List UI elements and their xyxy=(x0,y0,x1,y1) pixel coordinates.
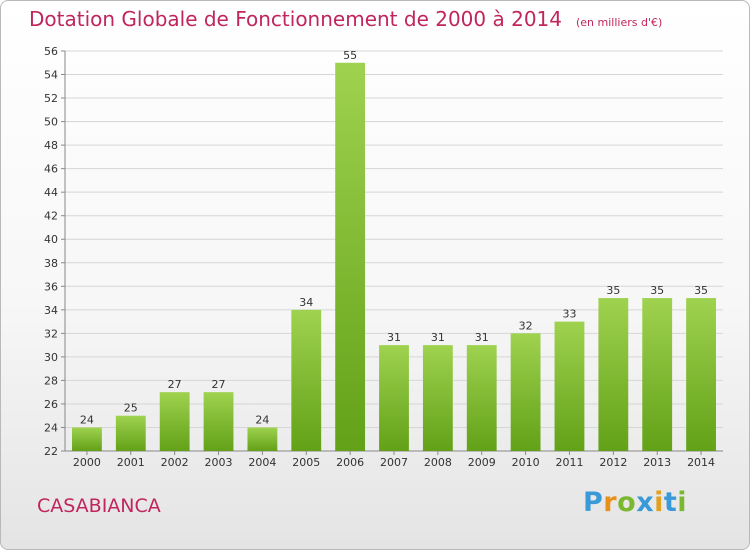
data-label: 34 xyxy=(299,296,313,309)
x-tick-label: 2001 xyxy=(117,456,145,469)
y-tick-label: 32 xyxy=(44,327,58,340)
y-tick-label: 56 xyxy=(44,45,58,58)
y-tick-label: 50 xyxy=(44,116,58,129)
data-label: 25 xyxy=(124,402,138,415)
x-tick-label: 2011 xyxy=(555,456,583,469)
bar-2005 xyxy=(291,309,322,451)
bar-2001 xyxy=(115,415,146,451)
data-label: 55 xyxy=(343,49,357,62)
logo-letter: o xyxy=(617,487,637,518)
logo-letter: t xyxy=(663,487,678,518)
bar-2010 xyxy=(510,333,541,451)
x-tick-label: 2004 xyxy=(248,456,276,469)
data-label: 35 xyxy=(694,284,708,297)
y-tick-label: 34 xyxy=(44,304,58,317)
y-tick-label: 44 xyxy=(44,186,58,199)
bar-2004 xyxy=(247,427,278,451)
y-tick-label: 40 xyxy=(44,233,58,246)
bar-2012 xyxy=(598,298,629,451)
bar-2009 xyxy=(466,345,497,451)
logo-letter: i xyxy=(654,487,664,518)
x-tick-label: 2014 xyxy=(687,456,715,469)
y-tick-label: 54 xyxy=(44,69,58,82)
y-tick-label: 24 xyxy=(44,421,58,434)
data-label: 27 xyxy=(212,378,226,391)
data-label: 35 xyxy=(606,284,620,297)
bar-2002 xyxy=(159,392,190,451)
data-label: 31 xyxy=(387,331,401,344)
logo-letter: P xyxy=(583,487,604,518)
x-tick-label: 2005 xyxy=(292,456,320,469)
bar-2013 xyxy=(642,298,673,451)
y-tick-label: 46 xyxy=(44,163,58,176)
x-tick-label: 2012 xyxy=(599,456,627,469)
data-label: 24 xyxy=(255,413,269,426)
y-tick-label: 38 xyxy=(44,257,58,270)
data-label: 33 xyxy=(562,308,576,321)
data-label: 24 xyxy=(80,413,94,426)
x-tick-label: 2002 xyxy=(161,456,189,469)
bar-2014 xyxy=(686,298,716,451)
x-tick-label: 2007 xyxy=(380,456,408,469)
bar-2007 xyxy=(379,345,409,451)
data-label: 27 xyxy=(168,378,182,391)
data-label: 31 xyxy=(475,331,489,344)
y-tick-label: 28 xyxy=(44,374,58,387)
logo-letter: i xyxy=(677,487,688,518)
y-tick-label: 26 xyxy=(44,398,58,411)
y-tick-label: 36 xyxy=(44,280,58,293)
bar-2000 xyxy=(72,427,102,451)
bar-2006 xyxy=(335,62,366,451)
y-tick-label: 48 xyxy=(44,139,58,152)
chart-unit: (en milliers d'€) xyxy=(576,16,663,29)
y-tick-label: 22 xyxy=(44,445,58,458)
data-label: 32 xyxy=(519,319,533,332)
y-tick-label: 30 xyxy=(44,351,58,364)
proxiti-logo: Proxiti xyxy=(583,487,687,518)
y-tick-label: 52 xyxy=(44,92,58,105)
place-name: CASABIANCA xyxy=(37,495,161,517)
x-tick-label: 2003 xyxy=(205,456,233,469)
bar-2003 xyxy=(203,392,234,451)
x-tick-label: 2000 xyxy=(73,456,101,469)
data-label: 31 xyxy=(431,331,445,344)
chart-title-text: Dotation Globale de Fonctionnement de 20… xyxy=(29,7,562,31)
x-tick-label: 2013 xyxy=(643,456,671,469)
x-tick-label: 2008 xyxy=(424,456,452,469)
y-tick-label: 42 xyxy=(44,210,58,223)
x-tick-label: 2009 xyxy=(468,456,496,469)
logo-letter: r xyxy=(603,487,618,518)
data-label: 35 xyxy=(650,284,664,297)
bar-2011 xyxy=(554,321,585,451)
x-tick-label: 2010 xyxy=(512,456,540,469)
chart-title: Dotation Globale de Fonctionnement de 20… xyxy=(29,7,662,31)
bar-2008 xyxy=(422,345,453,451)
x-tick-label: 2006 xyxy=(336,456,364,469)
logo-letter: x xyxy=(636,487,655,518)
